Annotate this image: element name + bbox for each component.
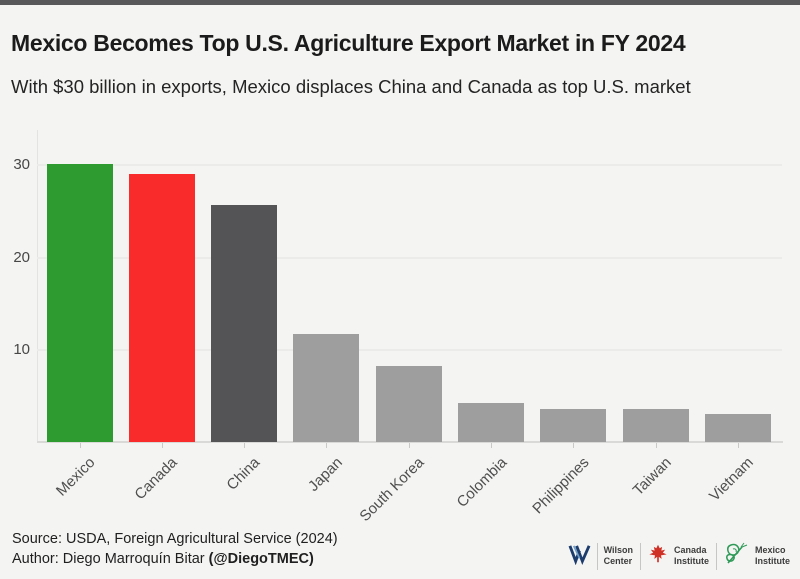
x-tick-china (244, 443, 246, 448)
canada-institute-label: Canada Institute (674, 545, 709, 566)
x-tick-south-korea (408, 443, 410, 448)
x-label-text-colombia: Colombia (453, 454, 511, 511)
bar-philippines (540, 408, 607, 442)
institution-logos: Wilson Center Canada Institute Mexic (568, 538, 790, 574)
source-line: Source: USDA, Foreign Agricultural Servi… (12, 531, 338, 547)
x-label-text-south-korea: South Korea (356, 454, 428, 525)
x-tick-japan (326, 443, 328, 448)
author-line: Author: Diego Marroquín Bitar (@DiegoTME… (12, 550, 338, 570)
butterfly-icon (724, 542, 749, 571)
y-tick-label-20: 20 (13, 248, 30, 266)
maple-leaf-icon (648, 543, 668, 569)
gridline-10 (37, 349, 782, 352)
x-tick-colombia (491, 443, 493, 448)
canada-institute-logo: Canada Institute (648, 543, 709, 569)
footer-credits: Source: USDA, Foreign Agricultural Servi… (12, 530, 338, 569)
x-tick-philippines (573, 443, 575, 448)
x-label-text-canada: Canada (131, 454, 181, 504)
x-tick-taiwan (655, 443, 657, 448)
author-text: Author: Diego Marroquín Bitar (12, 550, 209, 567)
logo-divider (596, 542, 598, 570)
x-label-text-mexico: Mexico (52, 454, 99, 500)
x-label-text-china: China (223, 454, 264, 494)
wilson-w-icon (568, 542, 591, 570)
bar-mexico (46, 164, 113, 442)
y-axis-line (37, 130, 38, 443)
x-tick-vietnam (738, 443, 740, 448)
bar-canada (128, 174, 195, 442)
gridline-20 (37, 256, 782, 259)
mexico-institute-label: Mexico Institute (755, 545, 790, 566)
x-label-text-taiwan: Taiwan (629, 454, 675, 500)
logo-divider (640, 542, 641, 570)
x-tick-mexico (79, 443, 81, 448)
y-tick-label-30: 30 (13, 156, 30, 174)
x-axis-baseline (37, 441, 783, 443)
bar-south-korea (375, 366, 442, 442)
bar-taiwan (622, 408, 689, 442)
bar-vietnam (705, 414, 772, 442)
top-accent-bar (0, 0, 800, 5)
bar-colombia (458, 403, 525, 442)
x-label-text-vietnam: Vietnam (706, 454, 758, 505)
x-label-text-japan: Japan (304, 454, 346, 495)
bar-china (211, 204, 278, 442)
x-label-text-philippines: Philippines (529, 454, 593, 518)
author-handle: (@DiegoTMEC) (208, 550, 314, 567)
gridline-30 (37, 164, 782, 167)
logo-divider (716, 542, 717, 570)
bar-japan (293, 333, 360, 442)
chart-subtitle: With $30 billion in exports, Mexico disp… (11, 76, 691, 97)
chart-title: Mexico Becomes Top U.S. Agriculture Expo… (11, 30, 686, 56)
y-tick-label-10: 10 (13, 341, 30, 359)
mexico-institute-logo: Mexico Institute (724, 542, 790, 571)
plot-area: 10 20 30 Mexico Canada China Japan South Korea C… (0, 130, 800, 525)
wilson-center-logo: Wilson Center (568, 542, 633, 570)
x-tick-canada (161, 443, 163, 448)
wilson-center-label: Wilson Center (603, 545, 633, 566)
